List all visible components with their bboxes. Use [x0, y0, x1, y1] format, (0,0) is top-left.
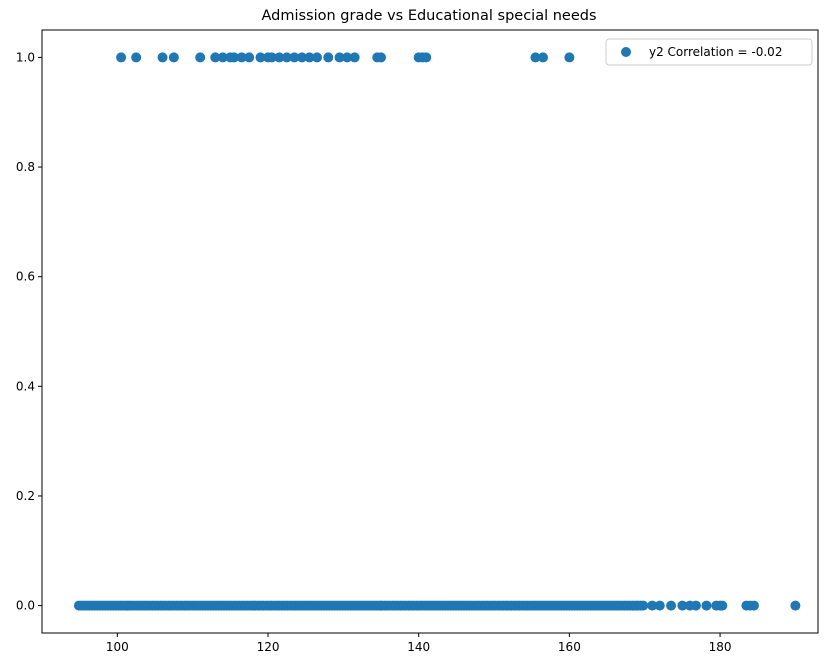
data-point [116, 52, 127, 63]
data-point [229, 52, 240, 63]
chart-title: Admission grade vs Educational special n… [261, 8, 596, 24]
data-point [274, 52, 285, 63]
data-point [421, 52, 432, 63]
data-point [717, 600, 728, 611]
legend-marker [621, 47, 631, 57]
data-point [342, 52, 353, 63]
data-point [349, 52, 360, 63]
data-point [131, 52, 142, 63]
data-point [647, 600, 658, 611]
data-point [748, 600, 759, 611]
data-point [677, 600, 688, 611]
data-point [168, 52, 179, 63]
y-tick-label: 0.4 [16, 379, 35, 393]
data-point [296, 52, 307, 63]
legend-box [605, 38, 813, 66]
data-point [701, 600, 712, 611]
x-tick-label: 140 [407, 640, 430, 654]
y-tick-label: 0.0 [16, 599, 35, 613]
data-point [255, 52, 266, 63]
x-tick-label: 160 [558, 640, 581, 654]
data-point [538, 52, 549, 63]
x-tick-label: 120 [257, 640, 280, 654]
data-point [217, 52, 228, 63]
y-tick-label: 0.8 [16, 160, 35, 174]
data-point [564, 52, 575, 63]
plot-frame [41, 29, 819, 634]
data-point [690, 600, 701, 611]
data-point [311, 52, 322, 63]
data-point [666, 600, 677, 611]
data-point [638, 600, 649, 611]
legend-label: y2 Correlation = -0.02 [649, 45, 782, 59]
y-tick-label: 0.2 [16, 489, 35, 503]
data-point [195, 52, 206, 63]
data-points [73, 52, 801, 611]
data-point [376, 52, 387, 63]
data-point [304, 52, 315, 63]
data-point [334, 52, 345, 63]
data-point [244, 52, 255, 63]
y-tick-label: 0.6 [16, 270, 35, 284]
data-point [266, 52, 277, 63]
data-point [157, 52, 168, 63]
data-point [530, 52, 541, 63]
x-tick-label: 180 [709, 640, 732, 654]
x-tick-label: 100 [106, 640, 129, 654]
y-axis: 0.0 0.2 0.4 0.6 0.8 1.0 [16, 50, 42, 613]
data-point [790, 600, 801, 611]
y-tick-label: 1.0 [16, 50, 35, 64]
data-point [281, 52, 292, 63]
data-point [654, 600, 665, 611]
data-point [210, 52, 221, 63]
x-axis: 100 120 140 160 180 [106, 633, 732, 654]
data-point [289, 52, 300, 63]
data-point [323, 52, 334, 63]
data-point [236, 52, 247, 63]
legend: y2 Correlation = -0.02 [605, 38, 813, 66]
